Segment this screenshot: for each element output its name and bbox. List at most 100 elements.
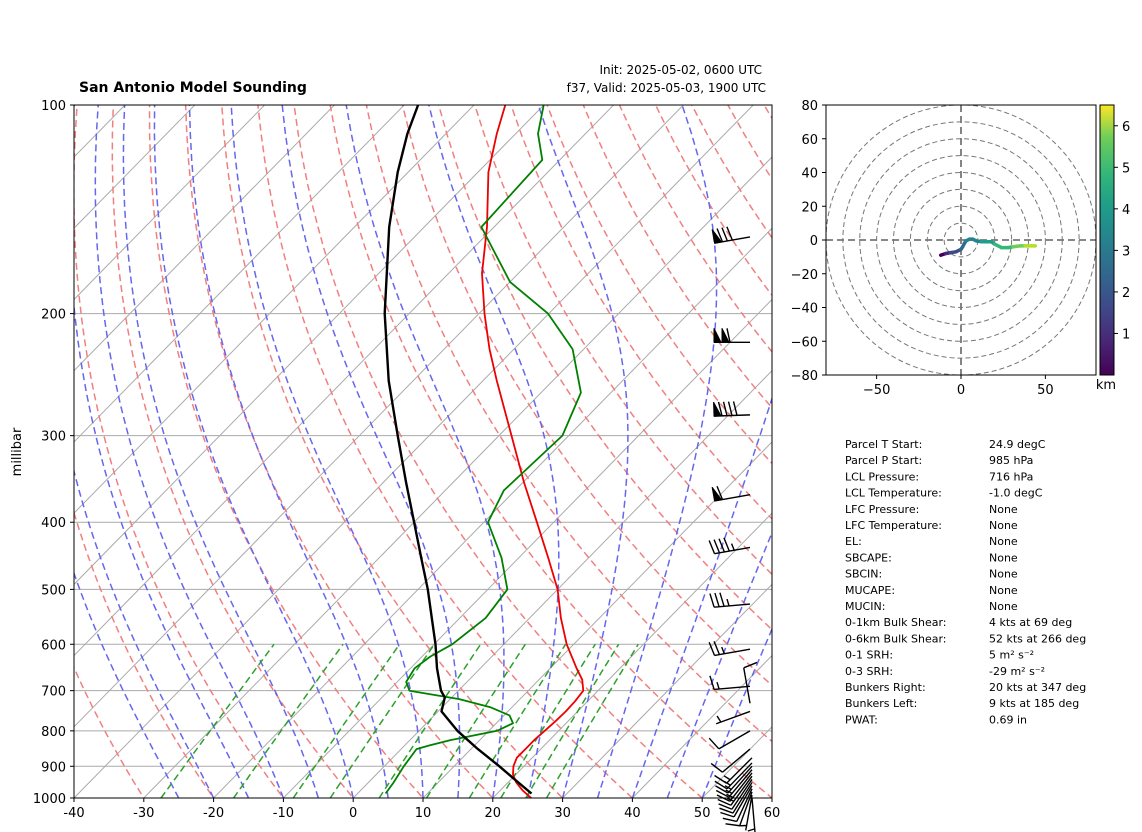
barb-shaft bbox=[718, 730, 751, 750]
barb-full bbox=[722, 817, 737, 823]
barb-full bbox=[732, 401, 738, 416]
barb-full bbox=[716, 228, 724, 243]
barb-full bbox=[708, 540, 716, 554]
barb-shaft bbox=[728, 769, 753, 798]
barb-full bbox=[716, 794, 731, 802]
parameter-label: Parcel T Start: bbox=[845, 438, 922, 451]
isotherm--30 bbox=[143, 156, 772, 798]
colorbar-tick-label: 5 bbox=[1122, 161, 1130, 176]
x-tick-label: 60 bbox=[764, 806, 781, 821]
x-tick-label: 50 bbox=[694, 806, 711, 821]
barb-full bbox=[718, 803, 733, 810]
parameter-value: None bbox=[989, 519, 1018, 532]
dry-adiabat bbox=[510, 105, 772, 520]
isotherm--10 bbox=[282, 298, 772, 798]
parameter-label: LCL Pressure: bbox=[845, 470, 919, 483]
isotherm--50 bbox=[74, 105, 685, 728]
dry-adiabat bbox=[437, 105, 772, 631]
parameter-value: None bbox=[989, 568, 1018, 581]
parameter-value: None bbox=[989, 551, 1018, 564]
dry-adiabat bbox=[365, 105, 772, 743]
barb-full bbox=[714, 780, 728, 790]
barb-full bbox=[708, 641, 716, 656]
barb-full bbox=[717, 401, 723, 417]
mixing-ratio-line bbox=[292, 643, 401, 798]
isotherm--120 bbox=[74, 105, 196, 229]
parameter-label: SBCIN: bbox=[845, 568, 882, 581]
barb-shaft bbox=[727, 765, 753, 794]
parameter-label: EL: bbox=[845, 535, 862, 548]
hodo-y-tick-label: −60 bbox=[791, 335, 818, 350]
parameter-label: SBCAPE: bbox=[845, 551, 892, 564]
barb-full bbox=[716, 486, 724, 500]
barb-shaft bbox=[714, 603, 751, 608]
dry-adiabat bbox=[184, 105, 494, 798]
mixing-ratio-line bbox=[329, 643, 436, 798]
parameter-value: 716 hPa bbox=[989, 470, 1033, 483]
barb-shaft bbox=[715, 710, 751, 725]
wind-barb bbox=[710, 748, 751, 773]
wind-barb bbox=[708, 537, 751, 555]
dry-adiabat bbox=[257, 105, 634, 798]
barb-full bbox=[726, 328, 731, 343]
mixing-ratio-line bbox=[525, 643, 620, 798]
mixing-ratio-line bbox=[378, 643, 482, 798]
barb-flag bbox=[713, 401, 722, 417]
x-tick-label: -30 bbox=[133, 806, 154, 821]
mixing-ratio-line bbox=[425, 643, 526, 798]
parameter-label: MUCIN: bbox=[845, 600, 885, 613]
x-tick-label: 10 bbox=[415, 806, 432, 821]
barb-half bbox=[747, 828, 755, 832]
colorbar-unit-label: km bbox=[1096, 378, 1116, 393]
barb-shaft bbox=[729, 772, 753, 802]
barb-half bbox=[716, 681, 720, 690]
hodo-y-tick-label: 40 bbox=[801, 167, 818, 182]
wind-barb bbox=[725, 791, 753, 827]
wind-barb bbox=[709, 592, 751, 608]
barb-shaft bbox=[739, 791, 753, 826]
dry-adiabat bbox=[293, 105, 704, 798]
moist-adiabat bbox=[94, 105, 285, 798]
parameter-value: 5 m² s⁻² bbox=[989, 649, 1034, 662]
dewpoint-profile bbox=[384, 105, 582, 795]
temperature-profile bbox=[481, 105, 585, 798]
parameter-value: 52 kts at 266 deg bbox=[989, 632, 1086, 645]
hodo-y-tick-label: 20 bbox=[801, 200, 818, 215]
x-tick-label: -20 bbox=[203, 806, 224, 821]
wind-barbs bbox=[708, 226, 758, 832]
isotherm--60 bbox=[74, 105, 615, 657]
barb-full bbox=[718, 538, 726, 553]
barb-shaft bbox=[714, 648, 751, 657]
init-time: Init: 2025-05-02, 0600 UTC bbox=[599, 63, 762, 77]
parameter-label: Bunkers Left: bbox=[845, 697, 917, 710]
barb-flag bbox=[711, 486, 723, 502]
barb-full bbox=[715, 789, 730, 798]
x-tick-label: 30 bbox=[554, 806, 571, 821]
barb-shaft bbox=[745, 794, 753, 831]
parameter-value: None bbox=[989, 584, 1018, 597]
hodo-y-tick-label: 80 bbox=[801, 99, 818, 114]
y-tick-label: 700 bbox=[41, 685, 66, 700]
moist-adiabat bbox=[74, 105, 250, 798]
dry-adiabat bbox=[546, 105, 772, 465]
barb-flag bbox=[711, 229, 723, 244]
parameter-label: 0-3 SRH: bbox=[845, 665, 893, 678]
isotherm--110 bbox=[74, 105, 266, 301]
barb-full bbox=[721, 227, 728, 242]
parameter-value: 9 kts at 185 deg bbox=[989, 697, 1079, 710]
wind-barb bbox=[719, 782, 753, 814]
dry-adiabat bbox=[74, 510, 215, 798]
moist-adiabat bbox=[281, 105, 461, 798]
y-tick-label: 300 bbox=[41, 430, 66, 445]
parameter-value: 20 kts at 347 deg bbox=[989, 681, 1086, 694]
moist-adiabat bbox=[230, 105, 424, 798]
colorbar-axis: 1 2 3 4 5 6 bbox=[1114, 120, 1130, 342]
parameter-value: None bbox=[989, 600, 1018, 613]
wind-barb bbox=[718, 778, 753, 810]
parameter-label: 0-6km Bulk Shear: bbox=[845, 632, 947, 645]
x-tick-label: 40 bbox=[624, 806, 641, 821]
barb-flag bbox=[721, 328, 730, 343]
hodo-y-tick-label: 0 bbox=[810, 234, 818, 249]
parameter-label: MUCAPE: bbox=[845, 584, 895, 597]
wind-barb bbox=[722, 788, 753, 823]
